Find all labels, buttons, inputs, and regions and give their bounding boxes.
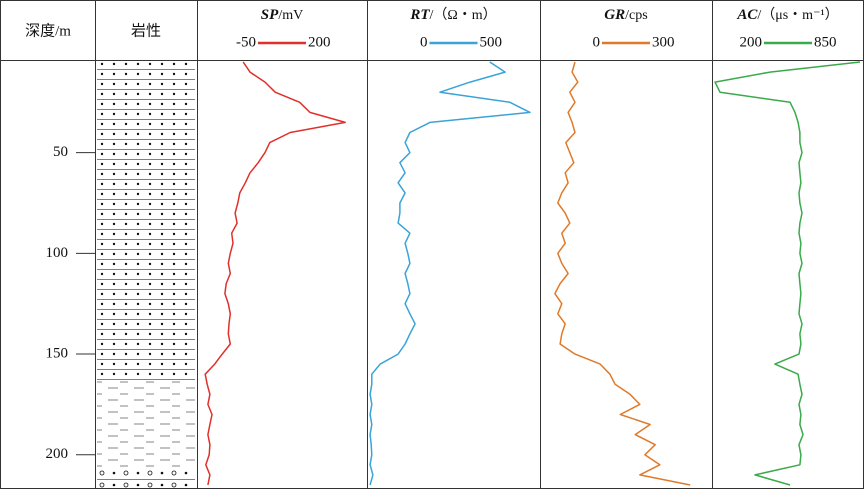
- curve-name: RT: [409, 7, 430, 23]
- track-title: RT/（Ω・m）: [409, 7, 496, 23]
- lithology-mudstone: [97, 380, 195, 470]
- log-curve: [714, 61, 861, 486]
- scale-min: 0: [593, 34, 601, 50]
- lithology-header: 岩性: [131, 22, 161, 39]
- scale-max: 500: [480, 34, 503, 50]
- track-title: GR/cps: [604, 7, 647, 23]
- track-title: SP/mV: [261, 7, 303, 23]
- track-title: AC/（μs・m⁻¹）: [736, 7, 838, 23]
- curve-name: GR: [604, 7, 625, 23]
- scale-min: 0: [420, 34, 428, 50]
- depth-header: 深度/m: [25, 22, 71, 39]
- scale-max: 200: [308, 34, 331, 50]
- scale-max: 300: [652, 34, 675, 50]
- scale-min: 200: [740, 34, 763, 50]
- curve-unit: /（Ω・m）: [429, 7, 496, 23]
- y-tick-label: 150: [46, 345, 69, 361]
- log-curve: [204, 61, 346, 486]
- lithology-conglomerate: [97, 470, 195, 489]
- y-tick-label: 100: [46, 245, 69, 261]
- curve-unit: /（μs・m⁻¹）: [757, 7, 838, 23]
- y-tick-label: 50: [53, 144, 68, 160]
- curve-name: AC: [736, 7, 758, 23]
- curve-unit: /mV: [278, 8, 303, 23]
- log-curve: [554, 61, 691, 486]
- scale-min: -50: [236, 34, 256, 50]
- log-curve: [369, 61, 531, 486]
- y-tick-label: 200: [46, 446, 69, 462]
- curve-unit: /cps: [625, 8, 648, 23]
- scale-max: 850: [814, 34, 837, 50]
- curve-name: SP: [261, 7, 279, 23]
- lithology-sand: [97, 62, 195, 380]
